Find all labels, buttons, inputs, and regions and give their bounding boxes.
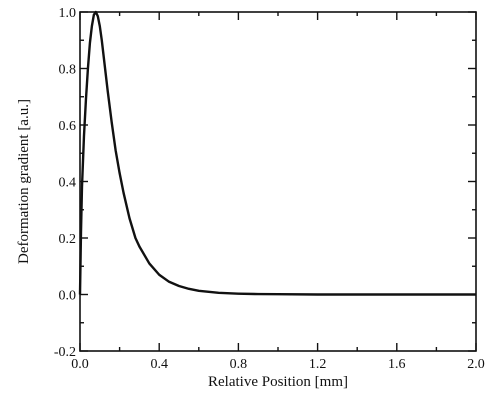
y-tick-label: 0.8 bbox=[59, 63, 77, 78]
x-tick-label: 0.8 bbox=[230, 357, 248, 372]
y-tick-label: 0.4 bbox=[59, 176, 77, 191]
axis-ticks bbox=[79, 11, 477, 352]
tick-labels: 0.0 0.4 0.8 1.2 1.6 2.0-0.20.00.20.40.60.81.0 bbox=[54, 6, 485, 372]
plot-frame bbox=[79, 11, 477, 352]
deformation-gradient-series-line bbox=[78, 10, 476, 296]
y-tick-label: 0.6 bbox=[59, 119, 77, 134]
y-tick-label: 0.0 bbox=[59, 289, 77, 304]
x-tick-label: 0.0 bbox=[71, 357, 89, 372]
x-tick-label: 1.6 bbox=[388, 357, 406, 372]
y-tick-label: 0.2 bbox=[59, 232, 77, 247]
x-tick-label: 1.2 bbox=[309, 357, 327, 372]
y-tick-label: -0.2 bbox=[54, 345, 76, 360]
y-axis-title: Deformation gradient [a.u.] bbox=[16, 99, 32, 264]
x-tick-label: 2.0 bbox=[467, 357, 485, 372]
x-tick-label: 0.4 bbox=[150, 357, 168, 372]
y-tick-label: 1.0 bbox=[59, 6, 77, 21]
x-axis-title: Relative Position [mm] bbox=[208, 374, 348, 390]
